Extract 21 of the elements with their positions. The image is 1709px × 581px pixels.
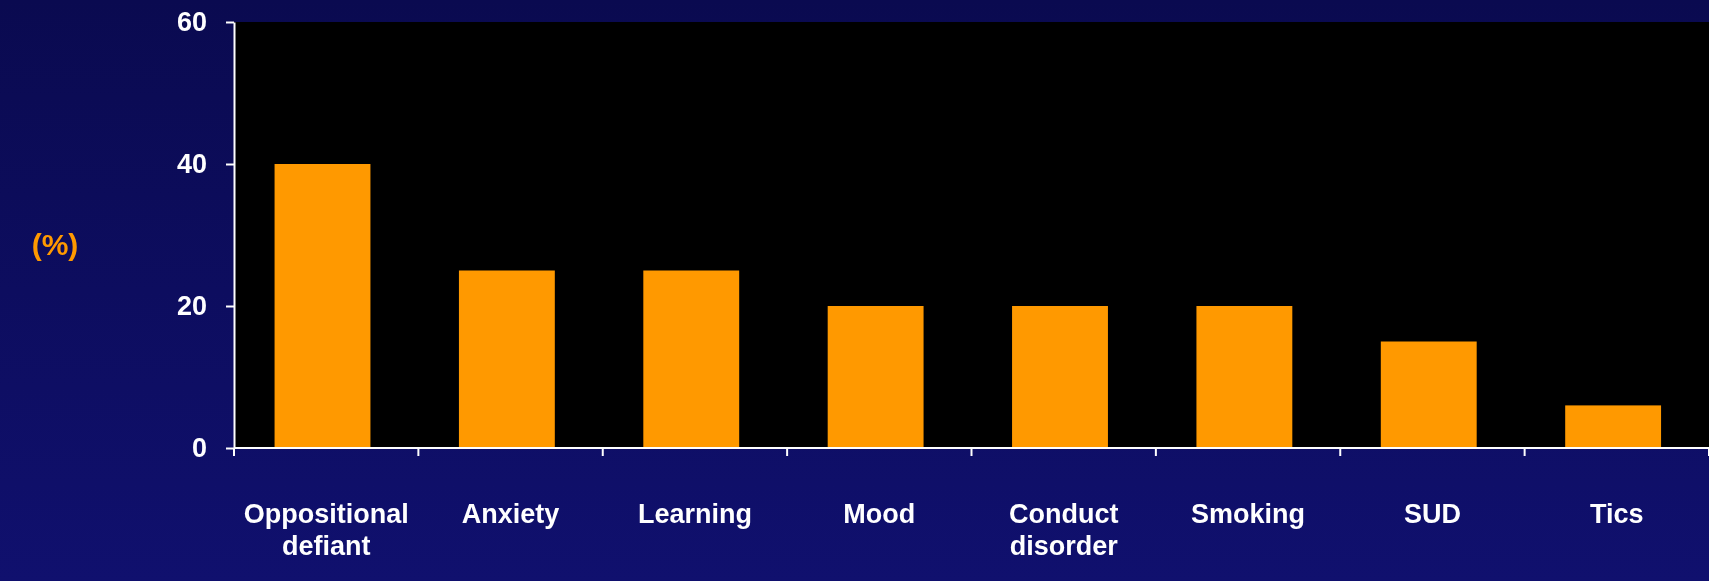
bar — [827, 306, 924, 448]
x-tick-label: Tics — [1590, 499, 1644, 529]
bar — [458, 270, 555, 448]
y-tick-label: 60 — [176, 7, 207, 38]
x-tick-label: Oppositional defiant — [243, 499, 409, 561]
x-tick-label: Anxiety — [461, 499, 560, 529]
x-tick-label: SUD — [1403, 499, 1461, 529]
bar — [1565, 405, 1662, 448]
y-tick-label: 40 — [176, 149, 207, 180]
y-tick-label: 0 — [191, 433, 207, 464]
bar — [1012, 306, 1108, 448]
x-tick-label: Conduct disorder — [1008, 499, 1119, 561]
bar — [1196, 306, 1293, 448]
x-tick-label: Mood — [843, 499, 916, 529]
y-tick-label: 20 — [176, 291, 207, 322]
x-tick-label: Smoking — [1191, 499, 1306, 529]
bar — [643, 270, 740, 448]
bar — [1380, 341, 1477, 448]
y-axis-title: (%) — [31, 228, 79, 261]
bar — [274, 164, 371, 448]
x-tick-label: Learning — [637, 499, 752, 529]
